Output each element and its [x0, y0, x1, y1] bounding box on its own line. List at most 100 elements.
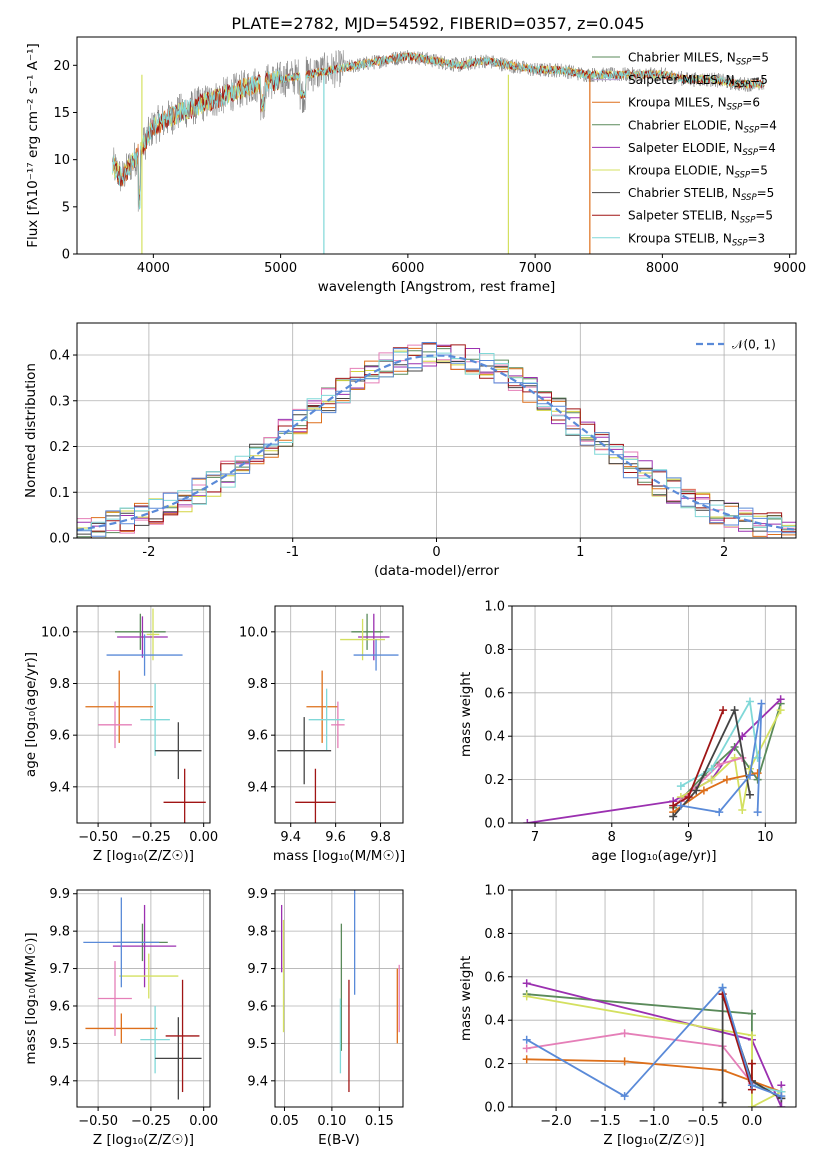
errorbar-point	[98, 961, 132, 1036]
y-tick-label: 9.6	[247, 729, 268, 744]
y-tick-label: 5	[62, 200, 70, 215]
x-tick-label: -2	[142, 545, 155, 560]
weight-point	[753, 769, 762, 778]
plot-area	[523, 695, 785, 823]
axes-frame	[511, 889, 797, 1108]
weight-point	[523, 819, 532, 823]
y-tick-label: 15	[53, 106, 70, 121]
x-tick-label: −0.5	[687, 1114, 719, 1129]
weight-series	[680, 709, 782, 811]
axes-frame	[76, 322, 797, 539]
weight-point	[776, 706, 785, 715]
weight-point	[684, 792, 693, 801]
errorbar-point	[117, 616, 168, 658]
y-tick-label: 9.4	[247, 1074, 268, 1089]
y-tick-label: 20	[53, 59, 70, 74]
legend-label: Chabrier MILES, NSSP=5	[628, 51, 769, 68]
weight-series	[672, 707, 751, 818]
weight-point	[747, 1059, 756, 1068]
plot-area	[277, 613, 399, 823]
panel-mass-weight-vs-age: 7 8 9 10 0.0 0.2 0.4 0.6 0.8 1.0 age [log₁₀(age/yr…	[458, 600, 797, 864]
weight-series	[526, 1032, 753, 1084]
plot-area	[280, 890, 400, 1093]
weight-point	[745, 771, 754, 780]
legend-label: Kroupa STELIB, NSSP=3	[628, 231, 765, 248]
y-tick-label: 10.0	[41, 625, 70, 640]
weight-point	[669, 801, 678, 810]
x-tick-label: 9000	[773, 261, 806, 276]
x-tick-label: 0.00	[189, 1114, 218, 1129]
weight-point	[669, 812, 678, 821]
weight-point	[730, 706, 739, 715]
legend: Chabrier MILES, NSSP=5 Salpeter MILES, NS…	[592, 51, 777, 248]
weight-point	[747, 1103, 756, 1107]
x-tick-label: 7000	[519, 261, 552, 276]
panel-mass-vs-Z: −0.50 −0.25 0.00 9.4 9.5 9.6 9.7 9.8 9.9 Z [log₁₀…	[23, 887, 218, 1148]
panel-residuals: -2 -1 0 1 2 0.0 0.1 0.2 0.3 0.4 (data-model)/error…	[23, 322, 797, 579]
x-tick-label: −0.50	[78, 1114, 118, 1129]
weight-point	[777, 1103, 786, 1107]
y-tick-label: 9.8	[49, 925, 70, 940]
y-tick-label: 9.4	[49, 780, 70, 795]
x-tick-label: 8000	[646, 261, 679, 276]
legend-label: 𝒩(0, 1)	[732, 338, 776, 352]
x-tick-label: 9.4	[280, 830, 301, 845]
weight-point	[522, 1055, 531, 1064]
errorbar-point	[358, 613, 390, 661]
y-tick-label: 0.8	[484, 643, 505, 658]
errorbar-point	[155, 722, 202, 780]
weight-point	[777, 1092, 786, 1101]
x-axis-label: age [log₁₀(age/yr)]	[591, 848, 716, 864]
y-tick-label: 9.6	[49, 999, 70, 1014]
y-tick-label: 9.6	[247, 999, 268, 1014]
weight-point	[692, 786, 701, 795]
weight-point	[522, 992, 531, 1001]
x-tick-label: −0.25	[131, 830, 171, 845]
weight-point	[747, 1081, 756, 1090]
x-tick-label: 0.0	[742, 1114, 763, 1129]
weight-point	[776, 695, 785, 704]
x-axis-label: mass [log₁₀(M/M☉)]	[273, 848, 405, 864]
errorbar-point	[115, 613, 166, 650]
weight-point	[738, 805, 747, 814]
errorbar-point	[295, 768, 336, 823]
y-tick-label: 9.9	[49, 887, 70, 902]
x-tick-label: −2.0	[540, 1114, 572, 1129]
legend-label: Kroupa MILES, NSSP=6	[628, 96, 760, 113]
legend-label: Chabrier STELIB, NSSP=5	[628, 186, 774, 203]
y-tick-label: 0.0	[484, 817, 505, 832]
y-tick-label: 0.4	[484, 730, 505, 745]
y-tick-label: 9.4	[49, 1074, 70, 1089]
axes-frame	[274, 889, 404, 1108]
y-tick-label: 9.8	[247, 677, 268, 692]
x-tick-label: 0.00	[189, 830, 218, 845]
weight-point	[722, 775, 731, 784]
weight-point	[757, 699, 766, 708]
axes-frame	[274, 605, 404, 824]
axes-frame	[76, 889, 211, 1108]
legend: 𝒩(0, 1)	[696, 338, 776, 352]
weight-series	[672, 772, 758, 813]
weight-point	[620, 1057, 629, 1066]
y-tick-label: 0.0	[49, 532, 70, 547]
y-tick-label: 9.4	[247, 780, 268, 795]
y-tick-label: 10.0	[239, 625, 268, 640]
x-tick-label: −1.0	[638, 1114, 670, 1129]
y-tick-label: 0	[62, 248, 70, 263]
y-tick-label: 9.9	[247, 887, 268, 902]
errorbar-point	[308, 688, 345, 751]
weight-point	[745, 697, 754, 706]
y-axis-label: mass weight	[458, 672, 474, 757]
weight-point	[707, 764, 716, 773]
errorbar-point	[146, 608, 160, 661]
errorbar-point	[106, 634, 183, 676]
axes-frame	[511, 605, 797, 824]
y-tick-label: 0.8	[484, 927, 505, 942]
y-tick-label: 9.5	[49, 1037, 70, 1052]
x-axis-label: Z [log₁₀(Z/Z☉)]	[93, 1132, 194, 1148]
y-axis-label: mass [log₁₀(M/M☉)]	[23, 932, 39, 1064]
weight-point	[707, 775, 716, 784]
panel-spectrum: 4000 5000 6000 7000 8000 9000 0 5 10 15 20 waveleng…	[25, 36, 806, 295]
y-tick-label: 1.0	[484, 600, 505, 615]
y-tick-label: 9.6	[49, 729, 70, 744]
